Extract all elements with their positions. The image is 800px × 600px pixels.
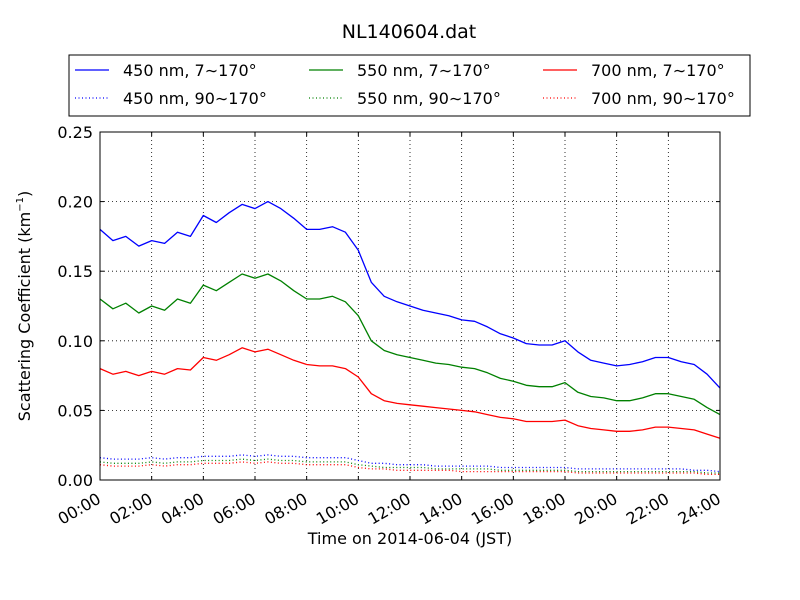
chart-title: NL140604.dat: [342, 21, 477, 43]
series-line-6: [99, 461, 720, 476]
legend-label-6: 700 nm, 90∼170°: [591, 89, 735, 108]
axis-ticks: [99, 131, 721, 481]
legend-label-2: 550 nm, 7∼170°: [357, 61, 491, 80]
legend-label-5: 550 nm, 90∼170°: [357, 89, 501, 108]
legend-frame: [68, 54, 751, 117]
legend: 450 nm, 7∼170° 550 nm, 7∼170° 700 nm, 7∼17…: [68, 54, 751, 117]
series-line-1: [99, 200, 721, 389]
y-tick-label: 0.20: [57, 193, 93, 212]
y-tick-label: 0.00: [57, 471, 93, 490]
y-axis-label: Scattering Coefficient (km−1): [15, 191, 34, 422]
y-tick-label: 0.25: [57, 123, 93, 142]
x-axis-label: Time on 2014-06-04 (JST): [307, 529, 512, 548]
legend-label-1: 450 nm, 7∼170°: [123, 61, 257, 80]
y-tick-label: 0.15: [57, 262, 93, 281]
y-axis-label-suffix: ): [15, 191, 34, 197]
grid-lines: [100, 132, 720, 480]
legend-label-3: 700 nm, 7∼170°: [591, 61, 725, 80]
legend-label-4: 450 nm, 90∼170°: [123, 89, 267, 108]
series-line-5: [99, 458, 720, 474]
series-line-4: [99, 454, 721, 473]
data-series: [99, 200, 721, 476]
series-line-2: [99, 273, 721, 416]
series-line-3: [99, 347, 721, 439]
y-tick-label: 0.10: [57, 332, 93, 351]
y-axis-label-superscript: −1: [15, 197, 26, 212]
y-axis-label-main: Scattering Coefficient (km: [15, 212, 34, 422]
y-tick-label: 0.05: [57, 401, 93, 420]
y-tick-labels: 0.00 0.05 0.10 0.15 0.20 0.25: [57, 123, 93, 490]
